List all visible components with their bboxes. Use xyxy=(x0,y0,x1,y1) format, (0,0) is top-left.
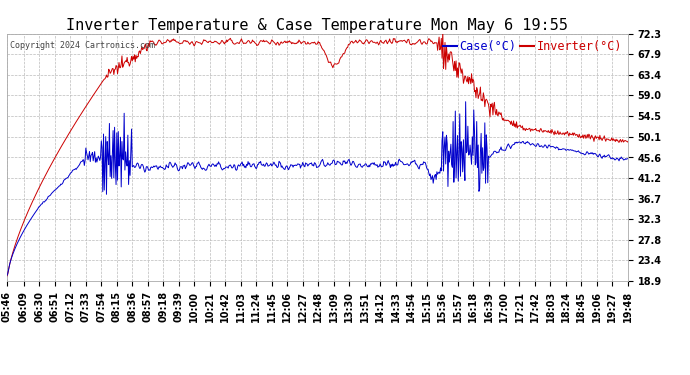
Text: Copyright 2024 Cartronics.com: Copyright 2024 Cartronics.com xyxy=(10,41,155,50)
Title: Inverter Temperature & Case Temperature Mon May 6 19:55: Inverter Temperature & Case Temperature … xyxy=(66,18,569,33)
Legend: Case(°C), Inverter(°C): Case(°C), Inverter(°C) xyxy=(443,40,622,53)
